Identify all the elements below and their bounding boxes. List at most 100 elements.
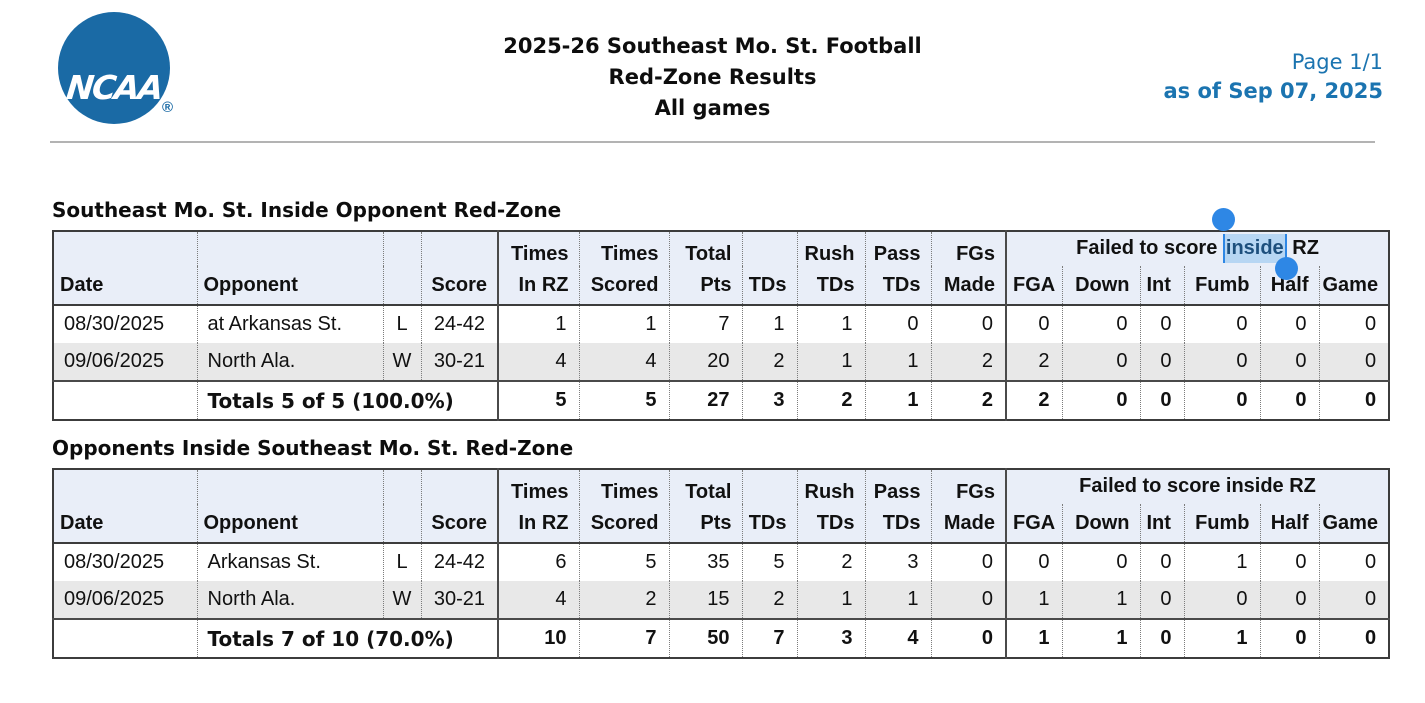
totals-empty-cell [53,380,197,420]
table-cell: 30-21 [420,343,498,381]
table-row: 09/06/2025 North Ala. W 30-21 4 2 15 2 1 1 0 1 1 0 0 0 0 [53,581,1390,619]
table-cell: 24-42 [420,542,498,581]
ncaa-logo: NCAA ® [58,12,173,124]
table-cell: 1 [741,304,797,343]
table-cell: 4 [578,343,669,381]
col-header-fgs-made: FGs Made [930,231,1006,305]
totals-row: Totals 5 of 5 (100.0%) 5 5 27 3 2 1 2 2 0 0 0 0 0 [53,380,1390,420]
totals-cell: 2 [930,380,1006,420]
table-cell: 15 [668,581,742,619]
totals-cell: 5 [578,380,669,420]
col-header-down: Down [1061,504,1140,543]
totals-cell: 3 [741,380,797,420]
table-row: 08/30/2025 at Arkansas St. L 24-42 1 1 7 1 1 0 0 0 0… [53,304,1390,343]
table-cell: 2 [741,343,797,381]
table-cell: North Ala. [196,581,383,619]
totals-cell: 0 [1139,618,1184,658]
table-cell: at Arkansas St. [196,304,383,343]
table-cell: North Ala. [196,343,383,381]
col-header-score: Score [420,469,498,543]
table-cell: 0 [1318,343,1390,381]
table-cell: 08/30/2025 [53,542,197,581]
col-header-fgs-made: FGs Made [930,469,1006,543]
table-cell: 0 [1259,581,1319,619]
report-title-line2: Red-Zone Results [608,65,817,89]
table-cell: 4 [497,343,579,381]
col-header-fga: FGA [1005,266,1062,305]
table-cell: 0 [1259,304,1319,343]
totals-cell: 0 [1183,380,1260,420]
table-cell: 0 [1061,343,1140,381]
table-cell: 1 [796,343,865,381]
table-cell: 0 [1005,304,1062,343]
col-header-int: Int [1139,266,1184,305]
table-cell: 08/30/2025 [53,304,197,343]
totals-cell: 27 [668,380,742,420]
text-selection[interactable]: inside [1211,208,1298,280]
table-cell: L [382,542,421,581]
selection-start-handle[interactable] [1211,208,1235,231]
col-header-score: Score [420,231,498,305]
table-cell: 2 [930,343,1006,381]
col-header-fumb: Fumb [1183,266,1260,305]
totals-cell: 50 [668,618,742,658]
report-title-line1: 2025-26 Southeast Mo. St. Football [503,34,922,58]
table-cell: 2 [1005,343,1062,381]
table-cell: 0 [1318,581,1390,619]
selected-word: inside [1225,237,1284,259]
table-cell: 0 [1183,343,1260,381]
failed-group-prefix: Failed to score [1076,237,1223,259]
col-header-times-in-rz: Times In RZ [497,231,579,305]
page-number: Page 1/1 [1291,50,1383,74]
table-cell: 2 [741,581,797,619]
table-cell: 09/06/2025 [53,581,197,619]
table-cell: W [382,343,421,381]
table-cell: 1 [864,581,931,619]
col-header-game: Game [1318,504,1390,543]
totals-row: Totals 7 of 10 (70.0%) 10 7 50 7 3 4 0 1 1 0 1 0 0 [53,618,1390,658]
table-cell: 0 [1061,304,1140,343]
table-cell: 2 [796,542,865,581]
col-header-times-scored: Times Scored [578,231,669,305]
redzone-table-offense: Date Opponent Score Times In RZ Times Sc… [52,208,1391,421]
table-cell: 1 [1183,542,1260,581]
totals-cell: 0 [1318,380,1390,420]
totals-label: Totals 5 of 5 (100.0%) [196,380,498,420]
col-header-times-scored: Times Scored [578,469,669,543]
totals-cell: 7 [578,618,669,658]
table-cell: 5 [578,542,669,581]
table-cell: L [382,304,421,343]
col-header-game: Game [1318,266,1390,305]
table-cell: 0 [1139,542,1184,581]
table-cell: 24-42 [420,304,498,343]
table-cell: 1 [864,343,931,381]
table-cell: 0 [1139,343,1184,381]
table-cell: 0 [1318,304,1390,343]
table-cell: 0 [1183,304,1260,343]
table-cell: 20 [668,343,742,381]
col-header-fumb: Fumb [1183,504,1260,543]
col-header-opponent: Opponent [196,469,383,543]
totals-cell: 0 [1318,618,1390,658]
col-header-date: Date [53,231,197,305]
totals-cell: 0 [930,618,1006,658]
table-cell: 1 [1005,581,1062,619]
col-header-rush-tds: Rush TDs [796,231,865,305]
totals-cell: 1 [864,380,931,420]
totals-cell: 0 [1259,380,1319,420]
table-cell: 0 [1005,542,1062,581]
table-cell: 0 [930,542,1006,581]
selection-end-handle[interactable] [1274,257,1298,280]
table-cell: 0 [930,304,1006,343]
col-header-half: Half [1259,504,1319,543]
totals-cell: 1 [1005,618,1062,658]
table-cell: 1 [497,304,579,343]
totals-cell: 7 [741,618,797,658]
col-header-tds: TDs [741,231,797,305]
col-header-down: Down [1061,266,1140,305]
totals-cell: 0 [1139,380,1184,420]
table-cell: 35 [668,542,742,581]
col-group-failed-to-score: Failed to score inside RZ [1004,208,1390,280]
totals-cell: 2 [1005,380,1062,420]
